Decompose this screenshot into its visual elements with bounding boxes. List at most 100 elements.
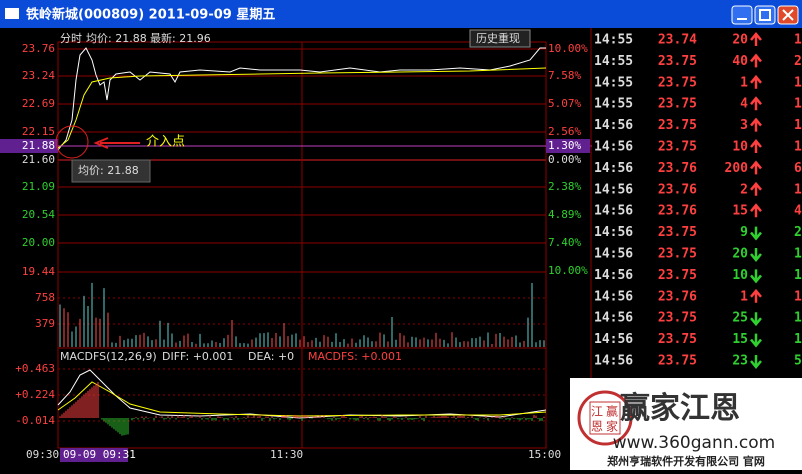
dea-line: [57, 381, 547, 417]
trade-volume: 15: [732, 332, 748, 347]
trade-volume: 2: [740, 182, 748, 197]
watermark: 赢家江恩 www.360gann.com 郑州亨瑞软件开发有限公司 官网 江赢恩…: [570, 378, 802, 470]
down-arrow: [750, 269, 762, 284]
time-label: 09:30: [26, 448, 59, 461]
trade-next: 2: [794, 54, 802, 69]
price-label: 21.09: [22, 180, 55, 193]
up-arrow: [750, 181, 762, 196]
maximize-button[interactable]: [754, 5, 776, 25]
trade-volume: 20: [732, 247, 748, 262]
trade-next: 1: [794, 140, 802, 155]
up-arrow: [750, 96, 762, 111]
trade-time: 14:56: [594, 204, 633, 219]
stamp: [577, 390, 633, 446]
macd-dea: DEA: +0: [248, 350, 294, 363]
cursor-price: 21.88: [22, 139, 55, 152]
up-arrow: [750, 53, 762, 68]
trade-price: 23.75: [658, 118, 697, 133]
trade-price: 23.75: [658, 225, 697, 240]
trade-volume: 40: [732, 54, 748, 69]
percent-label: 2.56%: [548, 125, 581, 138]
trade-time: 14:56: [594, 268, 633, 283]
time-label: 15:00: [528, 448, 561, 461]
trade-price: 23.75: [658, 140, 697, 155]
trade-next: 5: [794, 354, 802, 369]
trade-volume: 1: [740, 75, 748, 90]
avg-price: 均价: 21.88: [86, 32, 147, 45]
percent-label: 10.00%: [548, 264, 588, 277]
trade-time: 14:56: [594, 118, 633, 133]
price-label: 22.69: [22, 97, 55, 110]
company: 郑州亨瑞软件开发有限公司 官网: [607, 454, 765, 468]
trade-next: 2: [794, 225, 802, 240]
down-arrow: [750, 312, 762, 327]
macd-axis-label: -0.014: [15, 414, 55, 427]
trade-price: 23.75: [658, 268, 697, 283]
trade-price: 23.75: [658, 97, 697, 112]
trade-volume: 3: [740, 118, 748, 133]
trade-time: 14:56: [594, 311, 633, 326]
percent-label: 10.00%: [548, 42, 588, 55]
percent-label: 0.00%: [548, 153, 581, 166]
annotation: 介入点: [146, 135, 185, 150]
price-label: 22.15: [22, 125, 55, 138]
price-label: 23.76: [22, 42, 55, 55]
average-line: [57, 67, 547, 149]
macd-label: MACDFS(12,26,9): [60, 350, 157, 363]
title-bar: [0, 0, 802, 28]
trade-next: 1: [794, 182, 802, 197]
trade-next: 1: [794, 75, 802, 90]
trade-time: 14:56: [594, 161, 633, 176]
trade-price: 23.76: [658, 289, 697, 304]
trade-time: 14:55: [594, 97, 633, 112]
latest-price: 最新: 21.96: [150, 31, 211, 45]
up-arrow: [750, 117, 762, 132]
trade-next: 1: [794, 247, 802, 262]
up-arrow: [750, 203, 762, 218]
trade-time: 14:55: [594, 75, 633, 90]
trade-time: 14:56: [594, 247, 633, 262]
trade-price: 23.75: [658, 354, 697, 369]
trade-price: 23.75: [658, 332, 697, 347]
down-arrow: [750, 333, 762, 348]
window-icon: [5, 8, 19, 19]
annotation-arrow: [93, 137, 140, 149]
macd-axis-label: +0.224: [15, 388, 55, 401]
cursor-time: 09-09 09:31: [63, 448, 136, 461]
percent-label: 2.38%: [548, 180, 581, 193]
cursor-time-box: [60, 448, 128, 462]
macd-value: MACDFS: +0.001: [308, 350, 402, 363]
up-arrow: [750, 74, 762, 89]
cursor-price-box: [0, 139, 58, 153]
history-button[interactable]: [469, 29, 531, 48]
trade-time: 14:56: [594, 289, 633, 304]
trade-volume: 20: [732, 33, 748, 48]
url: www.360gann.com: [613, 433, 775, 453]
percent-label: 5.07%: [548, 97, 581, 110]
trade-time: 14:56: [594, 354, 633, 369]
volume-label: 379: [35, 317, 55, 330]
volume-label: 758: [35, 291, 55, 304]
tooltip: 均价: 21.88: [78, 164, 139, 177]
trade-next: 1: [794, 118, 802, 133]
time-label: 11:30: [270, 448, 303, 461]
percent-label: 4.89%: [548, 208, 581, 221]
up-arrow: [750, 288, 762, 303]
trade-volume: 15: [732, 204, 748, 219]
stamp-char: 恩: [591, 420, 603, 434]
trade-next: 6: [794, 161, 802, 176]
trade-volume: 1: [740, 289, 748, 304]
trade-price: 23.74: [658, 33, 697, 48]
window-buttons[interactable]: [731, 5, 799, 25]
history-button-label[interactable]: 历史重现: [476, 31, 520, 45]
trade-volume: 200: [725, 161, 749, 176]
down-arrow: [750, 355, 762, 369]
trade-next: 1: [794, 268, 802, 283]
price-label: 20.54: [22, 208, 55, 221]
tooltip-box: [71, 159, 151, 183]
stamp-char: 赢: [606, 404, 618, 419]
minimize-button[interactable]: [731, 5, 753, 25]
trade-price: 23.76: [658, 204, 697, 219]
price-label: 21.60: [22, 153, 55, 166]
